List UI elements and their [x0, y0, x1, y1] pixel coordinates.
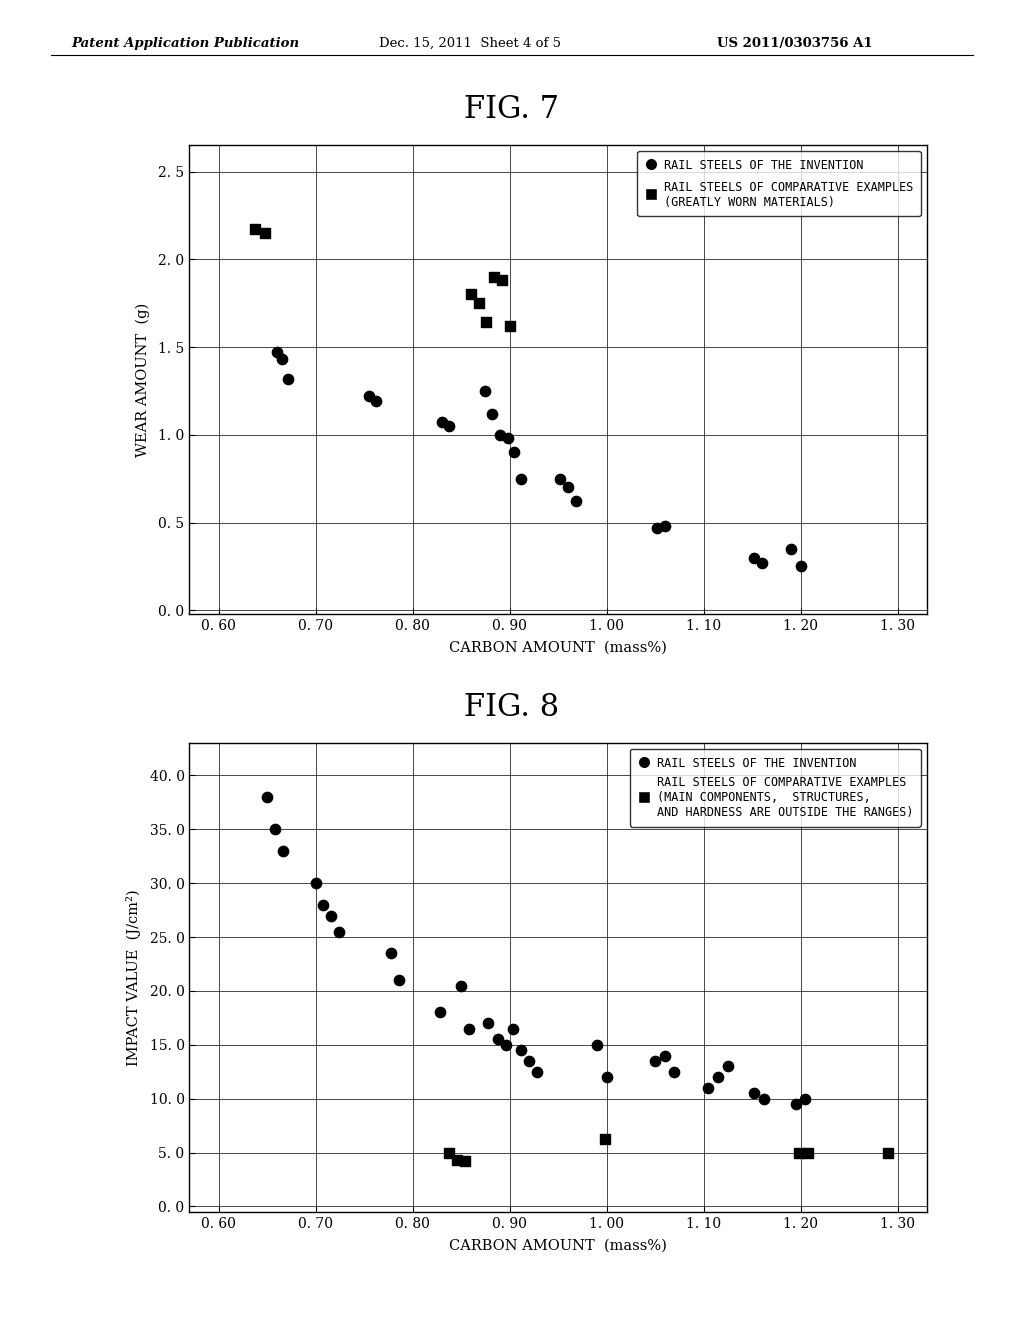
Point: [489, 1028, 506, 1049]
Y-axis label: IMPACT VALUE  (J∕cm²): IMPACT VALUE (J∕cm²): [126, 890, 141, 1065]
Point: [478, 312, 495, 333]
Point: [559, 477, 575, 498]
Point: [787, 1093, 804, 1114]
Point: [710, 1067, 726, 1088]
Legend: RAIL STEELS OF THE INVENTION, RAIL STEELS OF COMPARATIVE EXAMPLES
(MAIN COMPONEN: RAIL STEELS OF THE INVENTION, RAIL STEEL…: [630, 748, 921, 826]
Point: [745, 1082, 762, 1104]
Point: [247, 219, 263, 240]
Point: [480, 1012, 497, 1034]
Text: FIG. 8: FIG. 8: [465, 693, 559, 723]
Point: [453, 975, 469, 997]
Point: [498, 1035, 514, 1056]
Point: [756, 1088, 772, 1109]
Point: [745, 546, 762, 568]
Point: [360, 385, 377, 407]
Point: [500, 428, 516, 449]
Point: [589, 1035, 605, 1056]
Point: [259, 787, 275, 808]
Point: [513, 469, 529, 490]
Point: [461, 1018, 477, 1039]
Point: [431, 1002, 447, 1023]
Point: [502, 315, 518, 337]
Point: [368, 391, 384, 412]
Point: [596, 1129, 612, 1150]
Point: [331, 921, 347, 942]
Point: [383, 942, 399, 964]
Point: [441, 416, 458, 437]
Point: [598, 1067, 614, 1088]
Text: FIG. 7: FIG. 7: [465, 95, 559, 125]
Point: [513, 1040, 529, 1061]
Point: [649, 517, 666, 539]
Point: [791, 1142, 807, 1163]
Point: [315, 894, 332, 915]
Point: [391, 970, 408, 991]
X-axis label: CARBON AMOUNT  (mass%): CARBON AMOUNT (mass%): [450, 1239, 667, 1253]
Point: [880, 1142, 896, 1163]
Point: [798, 1088, 814, 1109]
Point: [449, 1150, 465, 1171]
Point: [700, 1077, 717, 1098]
Text: Patent Application Publication: Patent Application Publication: [72, 37, 300, 50]
Text: Dec. 15, 2011  Sheet 4 of 5: Dec. 15, 2011 Sheet 4 of 5: [379, 37, 561, 50]
Point: [567, 491, 584, 512]
Point: [800, 1142, 816, 1163]
X-axis label: CARBON AMOUNT  (mass%): CARBON AMOUNT (mass%): [450, 642, 667, 655]
Point: [656, 1045, 673, 1067]
Point: [274, 841, 291, 862]
Text: US 2011/0303756 A1: US 2011/0303756 A1: [717, 37, 872, 50]
Point: [494, 269, 510, 290]
Point: [647, 1051, 664, 1072]
Point: [667, 1061, 683, 1082]
Point: [521, 1051, 538, 1072]
Point: [441, 1142, 458, 1163]
Point: [782, 539, 799, 560]
Point: [656, 516, 673, 537]
Point: [433, 412, 450, 433]
Point: [793, 556, 809, 577]
Point: [470, 293, 486, 314]
Point: [485, 267, 502, 288]
Point: [266, 818, 283, 840]
Point: [552, 469, 568, 490]
Y-axis label: WEAR AMOUNT  (g): WEAR AMOUNT (g): [135, 302, 150, 457]
Point: [281, 368, 297, 389]
Point: [754, 552, 770, 573]
Point: [528, 1061, 545, 1082]
Point: [506, 442, 522, 463]
Point: [492, 424, 508, 445]
Legend: RAIL STEELS OF THE INVENTION, RAIL STEELS OF COMPARATIVE EXAMPLES
(GREATLY WORN : RAIL STEELS OF THE INVENTION, RAIL STEEL…: [637, 150, 921, 216]
Point: [257, 222, 273, 243]
Point: [307, 873, 324, 894]
Point: [484, 403, 501, 424]
Point: [477, 380, 494, 401]
Point: [273, 348, 290, 370]
Point: [268, 342, 285, 363]
Point: [720, 1056, 736, 1077]
Point: [457, 1151, 473, 1172]
Point: [323, 906, 339, 927]
Point: [463, 284, 479, 305]
Point: [505, 1018, 521, 1039]
